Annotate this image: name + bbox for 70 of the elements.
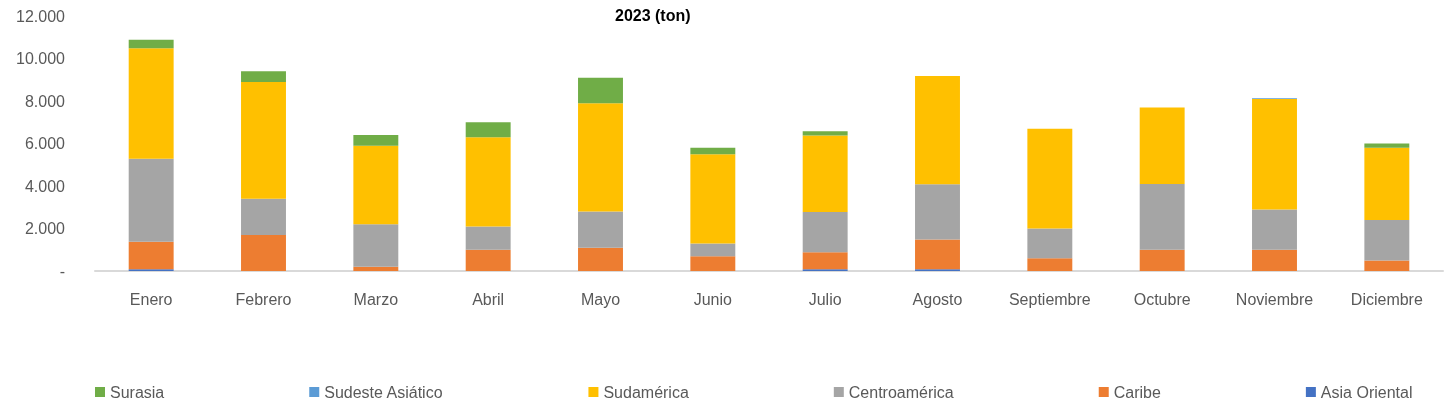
bar [578,247,623,271]
x-tick-label: Junio [693,290,733,308]
bar [1027,128,1073,229]
x-tick-label: Septiembre [1008,290,1091,308]
bar [578,211,623,248]
bar [802,211,848,253]
bar [915,239,960,270]
bar [1364,260,1410,271]
bar [915,75,960,185]
x-tick-label: Octubre [1133,290,1191,308]
bar [1364,143,1410,148]
bar [241,71,286,82]
bar [1139,183,1185,250]
bar [915,184,960,240]
y-tick-label: 2.000 [24,220,66,237]
bar [128,241,174,270]
bar [1252,249,1297,271]
bar [1364,147,1410,220]
bar [1139,249,1185,271]
x-tick-label: Noviembre [1235,290,1314,308]
bar [690,147,736,155]
x-tick-label: Enero [129,290,173,308]
bar [241,81,286,199]
bar [353,266,399,271]
bar [1252,209,1297,250]
bar [578,103,623,212]
bar [128,39,174,49]
bar [465,137,511,227]
bar [690,256,736,271]
bar [241,234,286,271]
x-tick-label: Agosto [912,290,963,308]
bar [1139,107,1185,184]
x-tick-label: Diciembre [1350,290,1423,308]
chart-title: 2023 (ton) [615,6,691,24]
y-tick-label: 10.000 [16,50,66,67]
bar [690,243,736,257]
bar [802,131,848,136]
bar [465,226,511,250]
x-tick-label: Marzo [353,290,399,308]
legend-label: Sudamérica [603,383,689,401]
bar [353,135,399,146]
y-tick-label: 4.000 [24,177,66,195]
legend-label: Caribe [1113,383,1161,401]
bar [1252,98,1297,210]
legend-label: Surasia [110,383,165,401]
y-tick-label: 6.000 [24,135,66,152]
bar [802,135,848,212]
legend-label: Sudeste Asiático [324,383,443,401]
bar [1027,258,1073,271]
bar [1364,220,1410,261]
y-tick-label: 8.000 [24,92,66,110]
bar [690,154,736,244]
bar [465,249,511,271]
bar [802,252,848,270]
bar [353,145,399,225]
bar [241,198,286,235]
y-tick-label: - [59,262,65,280]
bar [578,77,623,104]
x-tick-label: Mayo [580,290,621,308]
bar [1027,228,1073,259]
legend-label: Centroamérica [848,383,954,401]
x-tick-label: Febrero [235,290,292,308]
bar [465,122,511,138]
legend-label: Asia Oriental [1320,383,1413,401]
bar [128,48,174,159]
y-tick-label: 12.000 [16,7,66,25]
bar [353,224,399,267]
bar [128,158,174,242]
x-tick-label: Julio [808,290,842,308]
x-tick-label: Abril [472,290,505,308]
